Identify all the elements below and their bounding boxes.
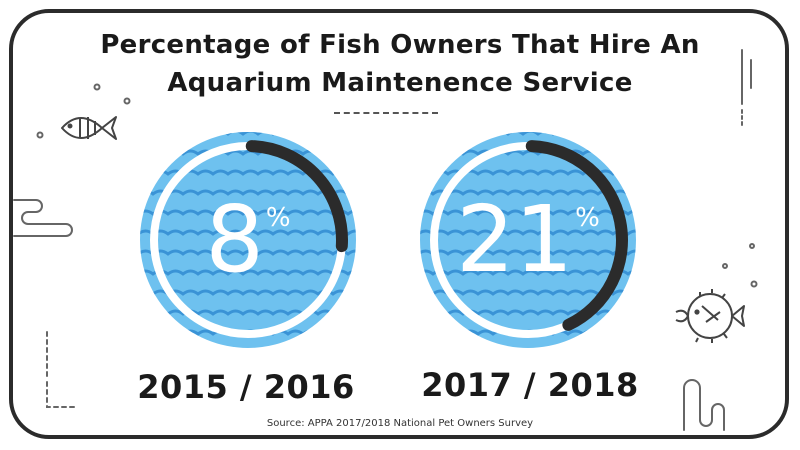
gauge-value-unit: % [265, 203, 291, 233]
gauge-value: 21 % [418, 130, 638, 350]
year-label-2015-2016: 2015 / 2016 [137, 368, 355, 406]
gauge-value-number: 21 [456, 186, 574, 293]
gauge-2015-2016-graphic [140, 132, 356, 348]
wave-line [420, 229, 636, 236]
source-note: Source: APPA 2017/2018 National Pet Owne… [266, 418, 534, 429]
gauge-2017-2018-graphic [420, 132, 636, 348]
gauge-arc [525, 140, 628, 331]
chart-title-line-1: Percentage of Fish Owners That Hire An [100, 30, 700, 60]
chart-title: Percentage of Fish Owners That Hire An A… [0, 26, 800, 102]
title-divider [334, 112, 438, 114]
year-label-2017-2018: 2017 / 2018 [421, 366, 639, 404]
gauge-arc [245, 140, 348, 253]
gauge-value-unit: % [575, 203, 600, 233]
gauge-value-number: 8 [205, 186, 264, 293]
wave-line [420, 269, 636, 276]
chart-frame [9, 9, 789, 439]
chart-title-line-2: Aquarium Maintenence Service [167, 68, 633, 98]
gauge-2017-2018: 21 % [418, 130, 638, 350]
gauge-value: 8 % [138, 130, 358, 350]
gauge-2015-2016: 8 % [138, 130, 358, 350]
wave-line [140, 229, 356, 236]
wave-line [140, 269, 356, 276]
